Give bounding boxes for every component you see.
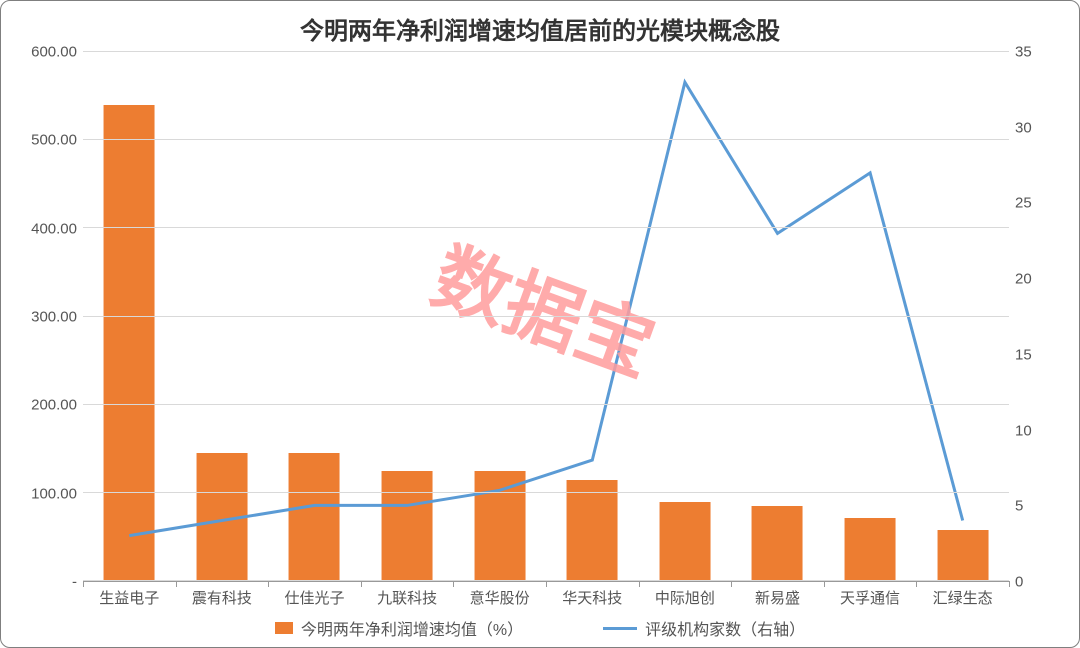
ytick-right: 35 [1015, 44, 1032, 61]
ytick-left: 200.00 [31, 397, 77, 414]
ytick-right: 0 [1015, 574, 1023, 591]
legend: 今明两年净利润增速均值（%） 评级机构家数（右轴） [23, 616, 1057, 640]
x-tick [731, 581, 732, 587]
x-tick [546, 581, 547, 587]
x-tick [916, 581, 917, 587]
ytick-left: 500.00 [31, 132, 77, 149]
ytick-left: 400.00 [31, 220, 77, 237]
ytick-right: 5 [1015, 498, 1023, 515]
x-tick [361, 581, 362, 587]
gridline [83, 51, 1009, 52]
plot-area: 生益电子震有科技仕佳光子九联科技意华股份华天科技中际旭创新易盛天孚通信汇绿生态 … [83, 52, 1009, 582]
ytick-left: - [72, 574, 77, 591]
x-tick [824, 581, 825, 587]
x-tick [268, 581, 269, 587]
y-axis-left: -100.00200.00300.00400.00500.00600.00 [23, 52, 83, 582]
gridline [83, 227, 1009, 228]
y-axis-right: 05101520253035 [1009, 52, 1057, 582]
x-tick [176, 581, 177, 587]
ytick-right: 30 [1015, 119, 1032, 136]
ytick-right: 20 [1015, 271, 1032, 288]
gridline [83, 404, 1009, 405]
legend-item: 今明两年净利润增速均值（%） [275, 616, 523, 640]
line-series [129, 82, 962, 535]
legend-swatch-bar [275, 622, 293, 634]
legend-item: 评级机构家数（右轴） [603, 616, 805, 640]
gridline [83, 492, 1009, 493]
line-layer [83, 52, 1009, 581]
legend-label: 今明两年净利润增速均值（%） [301, 616, 523, 640]
chart-title: 今明两年净利润增速均值居前的光模块概念股 [23, 11, 1057, 46]
ytick-right: 15 [1015, 346, 1032, 363]
ytick-left: 300.00 [31, 309, 77, 326]
ytick-right: 25 [1015, 195, 1032, 212]
x-tick [453, 581, 454, 587]
chart-container: 今明两年净利润增速均值居前的光模块概念股 - 100.00 200.00 300.00… [0, 0, 1080, 648]
ytick-left: 100.00 [31, 485, 77, 502]
x-tick [83, 581, 84, 587]
ytick-left: 600.00 [31, 44, 77, 61]
legend-label: 评级机构家数（右轴） [645, 616, 805, 640]
plot-row: -100.00200.00300.00400.00500.00600.00 生益… [23, 52, 1057, 582]
legend-swatch-line [603, 627, 637, 630]
gridline [83, 139, 1009, 140]
x-tick [639, 581, 640, 587]
ytick-right: 10 [1015, 422, 1032, 439]
gridline [83, 316, 1009, 317]
